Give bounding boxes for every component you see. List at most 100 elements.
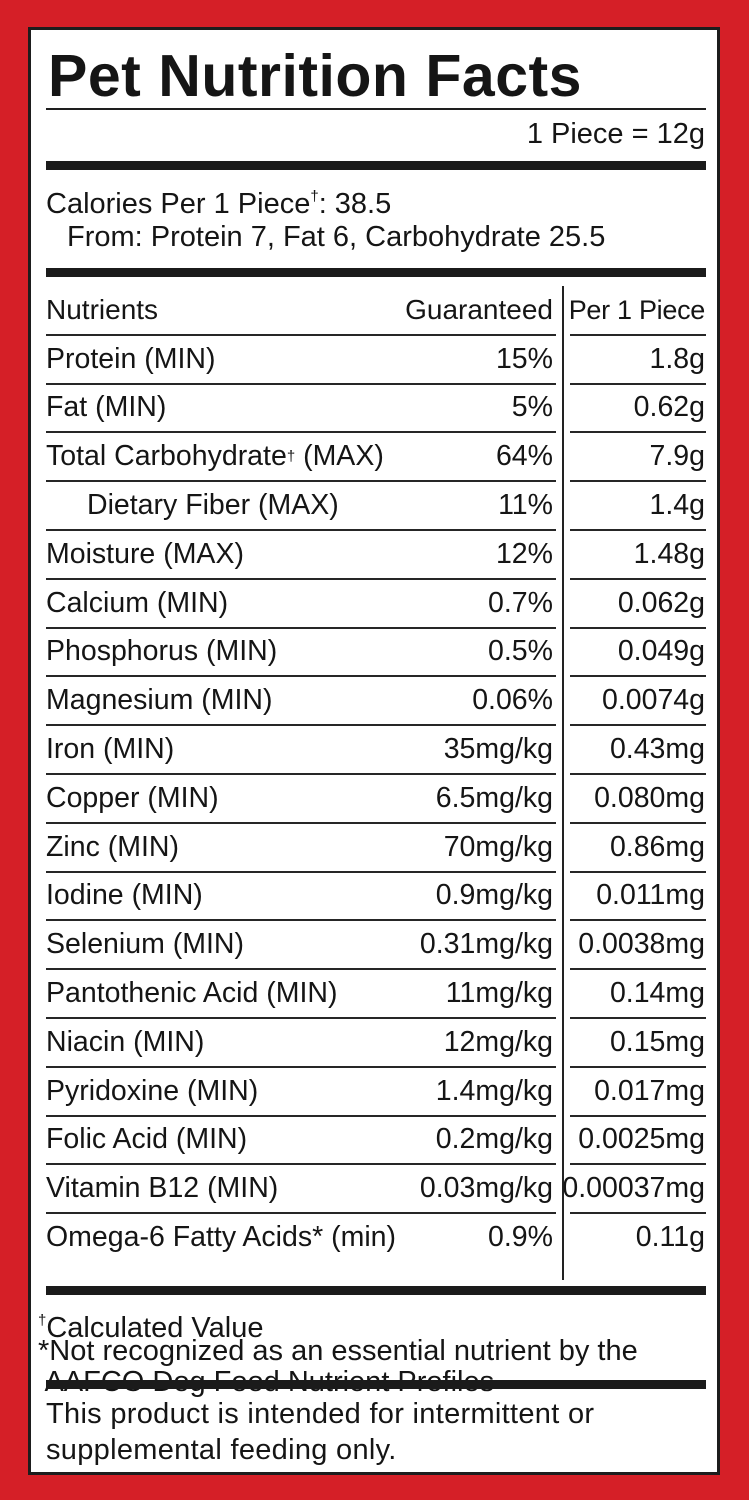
guaranteed-value: 0.9mg/kg [435, 879, 553, 912]
footnote-calculated: †Calculated Value [38, 1305, 263, 1344]
nutrient-name: Pantothenic Acid (MIN) [46, 969, 337, 1018]
guaranteed-value: 0.5% [488, 635, 553, 668]
per-piece-value: 0.017mg [594, 1074, 705, 1107]
row-rule-right [570, 1065, 706, 1068]
table-row: Copper (MIN) 6.5mg/kg 0.080mg [46, 774, 706, 824]
nutrient-name: Iodine (MIN) [46, 872, 203, 921]
per-piece-value: 1.48g [633, 537, 705, 570]
nutrient-name: Pyridoxine (MIN) [46, 1067, 258, 1116]
nutrient-name-text: Moisture (MAX) [46, 537, 244, 570]
table-row: Iodine (MIN) 0.9mg/kg 0.011mg [46, 872, 706, 922]
calories-value: : 38.5 [318, 188, 392, 220]
per-piece-value: 0.15mg [609, 1025, 705, 1058]
nutrient-dagger: † [286, 448, 296, 466]
header-rule-left [46, 333, 556, 336]
nutrient-name: Protein (MIN) [46, 335, 215, 384]
guaranteed-value: 15% [495, 342, 553, 375]
calories-line: Calories Per 1 Piece†: 38.5 [46, 180, 391, 221]
nutrient-name: Calcium (MIN) [46, 579, 228, 628]
nutrient-name-text: Omega-6 Fatty Acids* (min) [46, 1221, 397, 1254]
row-rule-left [46, 675, 556, 678]
per-piece-value: 0.00037mg [562, 1172, 705, 1205]
header-nutrients: Nutrients [46, 294, 159, 326]
footnote-divider [46, 1380, 706, 1389]
per-piece-value: 0.080mg [594, 781, 705, 814]
row-rule-right [570, 431, 706, 434]
row-rule-right [570, 821, 706, 824]
row-rule-left [46, 772, 556, 775]
nutrient-name-text: Pyridoxine (MIN) [46, 1074, 259, 1107]
row-rule-left [46, 821, 556, 824]
per-piece-value: 1.4g [649, 489, 705, 522]
table-row: Omega-6 Fatty Acids* (min) 0.9% 0.11g [46, 1213, 706, 1262]
nutrient-name-text: Pantothenic Acid (MIN) [46, 977, 338, 1010]
guaranteed-value: 0.7% [488, 586, 553, 619]
nutrient-name-text: Selenium (MIN) [46, 928, 244, 961]
nutrient-name: Phosphorus (MIN) [46, 628, 277, 677]
row-rule-left [46, 431, 556, 434]
nutrient-name-text: Magnesium (MIN) [46, 684, 273, 717]
nutrient-name-text: Dietary Fiber (MAX) [87, 489, 339, 522]
guaranteed-value: 0.06% [472, 684, 553, 717]
guaranteed-value: 11% [498, 489, 553, 522]
nutrient-name-text: Copper (MIN) [46, 781, 219, 814]
guaranteed-value: 1.4mg/kg [435, 1074, 553, 1107]
guaranteed-value: 6.5mg/kg [435, 781, 553, 814]
table-row: Pantothenic Acid (MIN) 11mg/kg 0.14mg [46, 969, 706, 1019]
nutrient-table: Nutrients Guaranteed Per 1 Piece Protein… [46, 286, 706, 1280]
nutrient-name: Folic Acid (MIN) [46, 1116, 247, 1165]
footnote-not-essential-line1: *Not recognized as an essential nutrient… [38, 1335, 638, 1367]
per-piece-value: 0.062g [617, 586, 705, 619]
per-piece-value: 0.43mg [609, 733, 705, 766]
row-rule-right [570, 528, 706, 531]
row-rule-left [46, 1163, 556, 1166]
nutrient-name: Magnesium (MIN) [46, 676, 272, 725]
row-rule-left [46, 528, 556, 531]
per-piece-value: 0.14mg [609, 977, 705, 1010]
per-piece-value: 7.9g [649, 440, 705, 473]
per-piece-value: 0.0025mg [578, 1123, 705, 1156]
table-row: Vitamin B12 (MIN) 0.03mg/kg 0.00037mg [46, 1164, 706, 1215]
per-piece-value: 0.011mg [596, 879, 705, 912]
nutrition-facts-panel: Pet Nutrition Facts 1 Piece = 12g Calori… [28, 27, 720, 1475]
row-rule-left [46, 1212, 556, 1215]
guaranteed-value: 0.31mg/kg [419, 928, 553, 961]
nutrient-name-text: Zinc (MIN) [46, 830, 179, 863]
nutrient-name-text: Vitamin B12 (MIN) [46, 1172, 279, 1205]
row-rule-left [46, 870, 556, 873]
table-row: Dietary Fiber (MAX) 11% 1.4g [46, 481, 706, 531]
table-row: Zinc (MIN) 70mg/kg 0.86mg [46, 823, 706, 873]
nutrient-name-text: Total Carbohydrate [46, 440, 287, 473]
nutrient-name: Fat (MIN) [46, 384, 166, 433]
table-row: Niacin (MIN) 12mg/kg 0.15mg [46, 1018, 706, 1068]
per-piece-value: 0.0038mg [578, 928, 705, 961]
per-piece-value: 0.62g [633, 391, 705, 424]
per-piece-value: 1.8g [649, 342, 705, 375]
per-piece-value: 0.049g [617, 635, 705, 668]
nutrient-name: Selenium (MIN) [46, 920, 244, 969]
row-rule-right [570, 675, 706, 678]
footnote-dagger: † [38, 1312, 47, 1329]
row-rule-right [570, 577, 706, 580]
header-guaranteed: Guaranteed [405, 294, 553, 326]
nutrient-name: Total Carbohydrate † (MAX) [46, 432, 384, 481]
row-rule-left [46, 919, 556, 922]
guaranteed-value: 0.2mg/kg [435, 1123, 553, 1156]
nutrient-name: Iron (MIN) [46, 725, 174, 774]
guaranteed-value: 0.9% [488, 1221, 553, 1254]
nutrient-name: Copper (MIN) [46, 774, 219, 823]
title-divider [46, 108, 706, 110]
guaranteed-value: 0.03mg/kg [419, 1172, 553, 1205]
row-rule-right [570, 968, 706, 971]
per-piece-value: 0.11g [635, 1221, 705, 1254]
per-piece-value: 0.86mg [609, 830, 705, 863]
guaranteed-value: 70mg/kg [443, 830, 553, 863]
serving-divider [46, 161, 706, 170]
row-rule-left [46, 968, 556, 971]
row-rule-right [570, 1212, 706, 1215]
nutrient-name: Dietary Fiber (MAX) [87, 481, 339, 530]
table-row: Calcium (MIN) 0.7% 0.062g [46, 579, 706, 629]
row-rule-right [570, 382, 706, 385]
nutrient-name: Moisture (MAX) [46, 530, 244, 579]
header-rule-right [570, 333, 706, 336]
